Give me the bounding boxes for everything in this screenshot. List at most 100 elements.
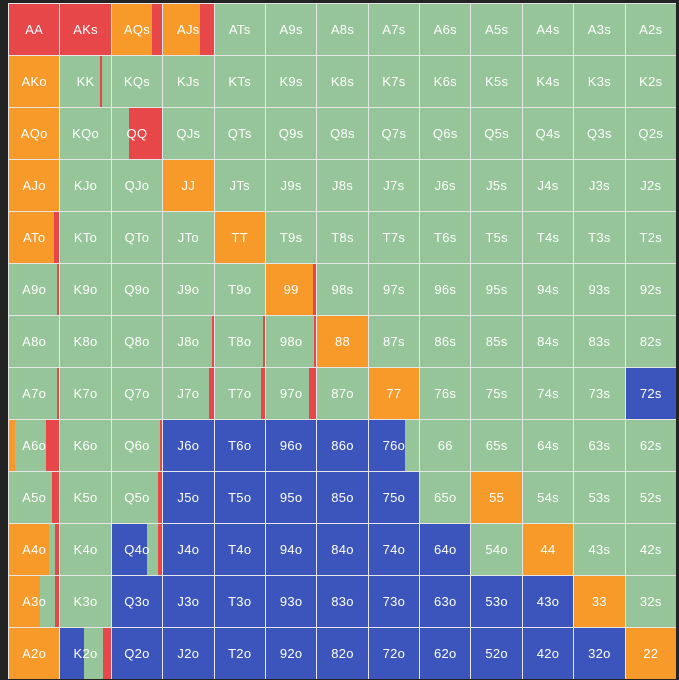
hand-cell-q3o[interactable]: Q3o	[111, 576, 163, 627]
hand-cell-85s[interactable]: 85s	[471, 316, 522, 367]
hand-cell-a6s[interactable]: A6s	[420, 4, 471, 55]
hand-cell-83o[interactable]: 83o	[317, 576, 368, 627]
hand-cell-83s[interactable]: 83s	[574, 316, 625, 367]
hand-cell-84o[interactable]: 84o	[317, 524, 368, 575]
hand-cell-k7s[interactable]: K7s	[368, 56, 420, 107]
hand-cell-q4s[interactable]: Q4s	[522, 108, 574, 159]
hand-cell-63s[interactable]: 63s	[574, 420, 625, 471]
hand-cell-t2s[interactable]: T2s	[625, 212, 676, 263]
hand-cell-t4s[interactable]: T4s	[522, 212, 574, 263]
hand-cell-kqo[interactable]: KQo	[60, 108, 111, 159]
hand-cell-65s[interactable]: 65s	[471, 420, 522, 471]
hand-cell-88[interactable]: 88	[317, 316, 368, 367]
hand-cell-87o[interactable]: 87o	[317, 368, 368, 419]
hand-cell-63o[interactable]: 63o	[420, 576, 471, 627]
hand-cell-t7o[interactable]: T7o	[214, 368, 265, 419]
hand-cell-q5o[interactable]: Q5o	[111, 472, 163, 523]
hand-cell-97s[interactable]: 97s	[368, 264, 420, 315]
hand-cell-aa[interactable]: AA	[9, 4, 60, 55]
hand-cell-qjs[interactable]: QJs	[163, 108, 214, 159]
hand-cell-t4o[interactable]: T4o	[214, 524, 265, 575]
hand-cell-t9s[interactable]: T9s	[265, 212, 317, 263]
hand-cell-k4s[interactable]: K4s	[522, 56, 574, 107]
hand-cell-62o[interactable]: 62o	[420, 628, 471, 679]
hand-cell-ako[interactable]: AKo	[9, 56, 60, 107]
hand-cell-72s[interactable]: 72s	[625, 368, 676, 419]
hand-cell-65o[interactable]: 65o	[420, 472, 471, 523]
hand-cell-aqo[interactable]: AQo	[9, 108, 60, 159]
hand-cell-j5s[interactable]: J5s	[471, 160, 522, 211]
hand-cell-q7o[interactable]: Q7o	[111, 368, 163, 419]
hand-cell-97o[interactable]: 97o	[265, 368, 317, 419]
hand-cell-t2o[interactable]: T2o	[214, 628, 265, 679]
hand-cell-94o[interactable]: 94o	[265, 524, 317, 575]
hand-cell-kjo[interactable]: KJo	[60, 160, 111, 211]
hand-cell-t8o[interactable]: T8o	[214, 316, 265, 367]
hand-cell-42o[interactable]: 42o	[522, 628, 574, 679]
hand-cell-k8s[interactable]: K8s	[317, 56, 368, 107]
hand-cell-kts[interactable]: KTs	[214, 56, 265, 107]
hand-cell-93s[interactable]: 93s	[574, 264, 625, 315]
hand-cell-87s[interactable]: 87s	[368, 316, 420, 367]
hand-cell-j3s[interactable]: J3s	[574, 160, 625, 211]
hand-cell-t3s[interactable]: T3s	[574, 212, 625, 263]
hand-cell-92o[interactable]: 92o	[265, 628, 317, 679]
hand-cell-kqs[interactable]: KQs	[111, 56, 163, 107]
hand-cell-42s[interactable]: 42s	[625, 524, 676, 575]
hand-cell-j4s[interactable]: J4s	[522, 160, 574, 211]
hand-cell-a3o[interactable]: A3o	[9, 576, 60, 627]
hand-cell-qjo[interactable]: QJo	[111, 160, 163, 211]
hand-cell-j2s[interactable]: J2s	[625, 160, 676, 211]
hand-cell-77[interactable]: 77	[368, 368, 420, 419]
hand-cell-62s[interactable]: 62s	[625, 420, 676, 471]
hand-cell-j6o[interactable]: J6o	[163, 420, 214, 471]
hand-cell-93o[interactable]: 93o	[265, 576, 317, 627]
hand-cell-99[interactable]: 99	[265, 264, 317, 315]
hand-cell-32o[interactable]: 32o	[574, 628, 625, 679]
hand-cell-54o[interactable]: 54o	[471, 524, 522, 575]
hand-cell-j5o[interactable]: J5o	[163, 472, 214, 523]
hand-cell-52o[interactable]: 52o	[471, 628, 522, 679]
hand-cell-ato[interactable]: ATo	[9, 212, 60, 263]
hand-cell-a9s[interactable]: A9s	[265, 4, 317, 55]
hand-cell-q8s[interactable]: Q8s	[317, 108, 368, 159]
hand-cell-43s[interactable]: 43s	[574, 524, 625, 575]
hand-cell-k9s[interactable]: K9s	[265, 56, 317, 107]
hand-cell-k5o[interactable]: K5o	[60, 472, 111, 523]
hand-cell-aks[interactable]: AKs	[60, 4, 111, 55]
hand-cell-k8o[interactable]: K8o	[60, 316, 111, 367]
hand-cell-q7s[interactable]: Q7s	[368, 108, 420, 159]
hand-cell-jto[interactable]: JTo	[163, 212, 214, 263]
hand-cell-j4o[interactable]: J4o	[163, 524, 214, 575]
hand-cell-j3o[interactable]: J3o	[163, 576, 214, 627]
hand-cell-73o[interactable]: 73o	[368, 576, 420, 627]
hand-cell-94s[interactable]: 94s	[522, 264, 574, 315]
hand-cell-a5s[interactable]: A5s	[471, 4, 522, 55]
hand-cell-k3o[interactable]: K3o	[60, 576, 111, 627]
hand-cell-a8s[interactable]: A8s	[317, 4, 368, 55]
hand-cell-kto[interactable]: KTo	[60, 212, 111, 263]
hand-cell-98o[interactable]: 98o	[265, 316, 317, 367]
hand-cell-95s[interactable]: 95s	[471, 264, 522, 315]
hand-cell-64s[interactable]: 64s	[522, 420, 574, 471]
hand-cell-ajo[interactable]: AJo	[9, 160, 60, 211]
hand-cell-q9s[interactable]: Q9s	[265, 108, 317, 159]
hand-cell-q5s[interactable]: Q5s	[471, 108, 522, 159]
hand-cell-q6o[interactable]: Q6o	[111, 420, 163, 471]
hand-cell-82o[interactable]: 82o	[317, 628, 368, 679]
hand-cell-t6o[interactable]: T6o	[214, 420, 265, 471]
hand-cell-tt[interactable]: TT	[214, 212, 265, 263]
hand-cell-qts[interactable]: QTs	[214, 108, 265, 159]
hand-cell-96s[interactable]: 96s	[420, 264, 471, 315]
hand-cell-k6o[interactable]: K6o	[60, 420, 111, 471]
hand-cell-a9o[interactable]: A9o	[9, 264, 60, 315]
hand-cell-54s[interactable]: 54s	[522, 472, 574, 523]
hand-cell-k2o[interactable]: K2o	[60, 628, 111, 679]
hand-cell-33[interactable]: 33	[574, 576, 625, 627]
hand-cell-j9s[interactable]: J9s	[265, 160, 317, 211]
hand-cell-j6s[interactable]: J6s	[420, 160, 471, 211]
hand-cell-95o[interactable]: 95o	[265, 472, 317, 523]
hand-cell-q3s[interactable]: Q3s	[574, 108, 625, 159]
hand-cell-j8o[interactable]: J8o	[163, 316, 214, 367]
hand-cell-32s[interactable]: 32s	[625, 576, 676, 627]
